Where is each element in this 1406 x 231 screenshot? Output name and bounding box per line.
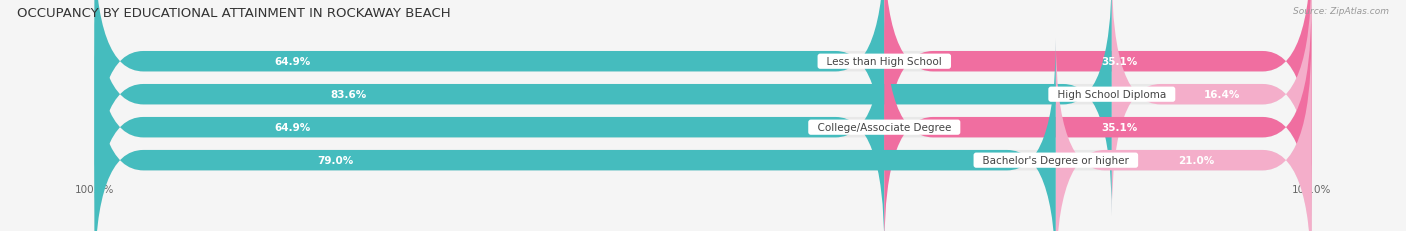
Text: 21.0%: 21.0% <box>1178 155 1215 165</box>
FancyBboxPatch shape <box>94 0 1112 216</box>
Text: 83.6%: 83.6% <box>330 90 367 100</box>
Text: OCCUPANCY BY EDUCATIONAL ATTAINMENT IN ROCKAWAY BEACH: OCCUPANCY BY EDUCATIONAL ATTAINMENT IN R… <box>17 7 450 20</box>
FancyBboxPatch shape <box>94 6 1312 231</box>
Text: 35.1%: 35.1% <box>1101 123 1137 133</box>
Text: Less than High School: Less than High School <box>820 57 949 67</box>
FancyBboxPatch shape <box>1056 39 1312 231</box>
FancyBboxPatch shape <box>1112 0 1312 216</box>
FancyBboxPatch shape <box>94 6 884 231</box>
Text: 64.9%: 64.9% <box>274 57 311 67</box>
FancyBboxPatch shape <box>884 0 1312 183</box>
Text: 79.0%: 79.0% <box>316 155 353 165</box>
Text: 35.1%: 35.1% <box>1101 57 1137 67</box>
FancyBboxPatch shape <box>94 0 884 183</box>
FancyBboxPatch shape <box>94 0 1312 183</box>
FancyBboxPatch shape <box>94 0 1312 216</box>
Text: Source: ZipAtlas.com: Source: ZipAtlas.com <box>1294 7 1389 16</box>
Text: High School Diploma: High School Diploma <box>1050 90 1173 100</box>
FancyBboxPatch shape <box>94 39 1056 231</box>
FancyBboxPatch shape <box>884 6 1312 231</box>
Text: College/Associate Degree: College/Associate Degree <box>811 123 957 133</box>
Text: 16.4%: 16.4% <box>1204 90 1240 100</box>
Text: 64.9%: 64.9% <box>274 123 311 133</box>
FancyBboxPatch shape <box>94 39 1312 231</box>
Text: Bachelor's Degree or higher: Bachelor's Degree or higher <box>976 155 1136 165</box>
